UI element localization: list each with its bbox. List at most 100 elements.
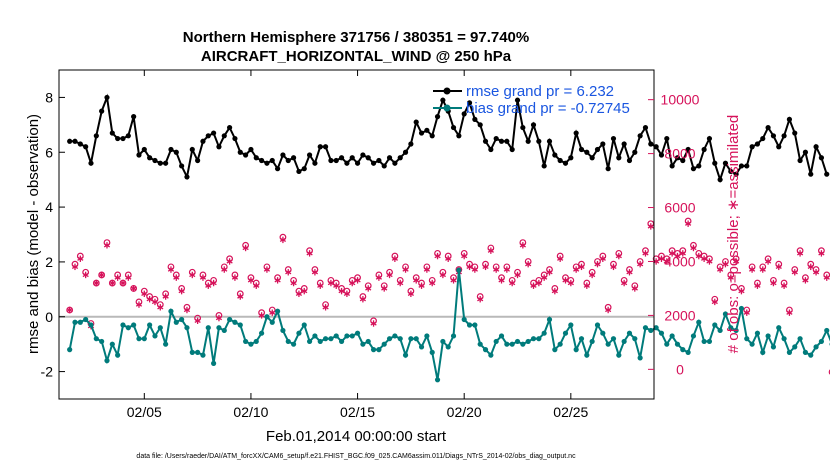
obs-possible-marker: [828, 369, 830, 375]
rmse-point: [376, 157, 382, 164]
bias-point: [152, 333, 158, 339]
bias-point: [349, 333, 355, 339]
rmse-point: [163, 160, 169, 166]
rmse-point: [600, 141, 606, 147]
obs-assimilated-marker: [674, 252, 681, 260]
rmse-point: [67, 138, 73, 144]
rmse-point: [632, 149, 638, 155]
left-y-tick-label: 0: [45, 309, 53, 325]
obs-assimilated-marker: [290, 279, 297, 287]
obs-assimilated-marker: [818, 250, 825, 257]
obs-assimilated-marker: [98, 271, 105, 279]
bias-point: [760, 349, 766, 355]
obs-assimilated-marker: [423, 266, 430, 273]
rmse-point: [280, 152, 286, 158]
rmse-point: [243, 152, 249, 158]
obs-assimilated-marker: [482, 263, 489, 271]
rmse-point: [424, 127, 430, 133]
bias-point: [232, 319, 238, 325]
bias-point: [690, 333, 697, 339]
rmse-point: [765, 124, 771, 131]
bias-point: [205, 325, 211, 331]
rmse-point: [786, 116, 793, 122]
rmse-point: [227, 124, 233, 131]
obs-assimilated-marker: [669, 250, 676, 257]
rmse-point: [115, 135, 121, 142]
rmse-point: [610, 135, 617, 142]
rmse-point: [594, 146, 601, 153]
obs-assimilated-marker: [701, 255, 708, 262]
left-y-axis: -2 0 2 4 6 8: [41, 89, 65, 380]
obs-assimilated-marker: [685, 220, 692, 227]
x-axis-label: Feb.01,2014 00:00:00 start: [266, 428, 447, 445]
obs-assimilated-marker: [754, 282, 761, 289]
bias-point: [290, 341, 297, 347]
rmse-point: [253, 155, 259, 161]
bias-point: [189, 349, 195, 355]
bias-point: [456, 267, 462, 273]
obs-assimilated-marker: [130, 285, 137, 292]
rmse-point: [568, 155, 574, 161]
rmse-point: [232, 135, 238, 142]
obs-assimilated-marker: [551, 287, 558, 295]
rmse-point: [637, 133, 643, 139]
obs-assimilated-marker: [583, 282, 590, 289]
rmse-point: [99, 108, 105, 114]
bias-point: [328, 336, 334, 342]
obs-assimilated-marker: [690, 244, 697, 252]
rmse-point: [328, 157, 334, 164]
bias-point: [131, 322, 137, 328]
bias-point: [450, 333, 457, 339]
obs-assimilated-marker: [647, 223, 654, 230]
rmse-point: [264, 160, 270, 166]
rmse-point: [514, 97, 521, 103]
rmse-point: [360, 152, 366, 158]
rmse-point: [525, 138, 531, 144]
rmse-point: [413, 119, 419, 125]
obs-assimilated-marker: [546, 269, 553, 276]
obs-assimilated-marker: [429, 279, 436, 287]
rmse-point: [72, 138, 78, 144]
obs-assimilated-marker: [157, 304, 164, 311]
x-axis: 02/05 02/10 02/15 02/20 02/25: [127, 70, 589, 420]
bias-point: [658, 330, 665, 336]
rmse-point: [733, 171, 739, 177]
obs-assimilated-marker: [796, 250, 804, 257]
rmse-point: [429, 133, 435, 139]
rmse-point: [312, 160, 318, 166]
rmse-point: [237, 149, 243, 155]
obs-assimilated-marker: [717, 266, 724, 273]
obs-assimilated-marker: [381, 285, 388, 292]
obs-assimilated-marker: [199, 274, 207, 281]
obs-assimilated-marker: [141, 290, 148, 298]
rmse-point: [770, 133, 777, 139]
bias-point: [253, 338, 259, 345]
left-y-tick-label: 6: [45, 144, 53, 160]
bias-point: [824, 327, 830, 334]
rmse-point: [776, 144, 782, 150]
obs-assimilated-marker: [695, 252, 702, 260]
obs-assimilated-marker: [125, 274, 132, 281]
obs-assimilated-marker: [519, 242, 526, 249]
obs-assimilated-marker: [812, 269, 820, 276]
bias-point: [386, 336, 393, 342]
rmse-point: [184, 174, 190, 180]
rmse-point: [136, 152, 142, 158]
obs-assimilated-marker: [226, 258, 233, 265]
obs-assimilated-marker: [66, 306, 73, 314]
obs-assimilated-marker: [706, 258, 713, 265]
rmse-point: [562, 160, 569, 166]
bias-point: [514, 338, 521, 345]
bias-point: [813, 344, 819, 350]
right-y-tick-label: 6000: [664, 200, 695, 216]
rmse-point: [664, 135, 670, 142]
obs-assimilated-marker: [663, 258, 670, 265]
bias-point: [642, 325, 649, 331]
rmse-point: [552, 152, 558, 158]
bias-point: [93, 336, 99, 342]
rmse-point: [370, 160, 377, 166]
rmse-point: [626, 157, 633, 164]
bias-point: [418, 344, 425, 350]
rmse-point: [338, 155, 345, 161]
obs-assimilated-marker: [77, 255, 84, 262]
